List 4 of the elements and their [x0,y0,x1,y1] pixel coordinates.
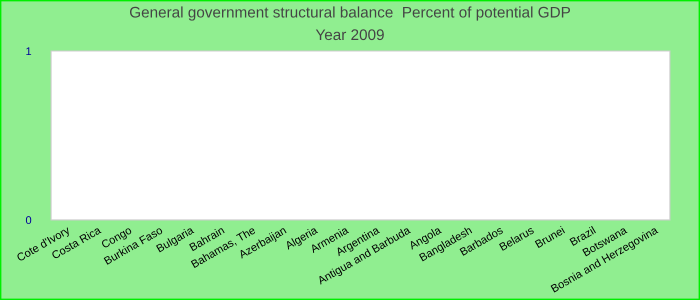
y-tick-label: 1 [26,47,32,56]
chart-subtitle: Year 2009 [316,29,384,40]
y-tick-label: 0 [26,216,32,224]
chart-title: General government structural balance Percent of potential GDP [130,6,570,21]
